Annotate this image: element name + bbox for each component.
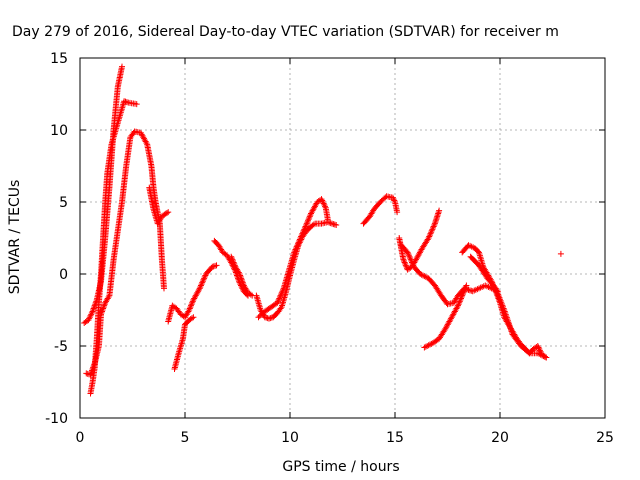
x-tick-label: 15 (386, 430, 404, 446)
x-axis-label: GPS time / hours (282, 459, 399, 475)
y-axis-label: SDTVAR / TECUs (7, 180, 23, 295)
y-tick-label: -10 (45, 411, 68, 427)
y-tick-label: -5 (54, 339, 68, 355)
data-point-trace (398, 242, 501, 308)
data-point-trace (467, 253, 550, 361)
data-point-trace (396, 207, 443, 273)
data-point-trace (228, 253, 256, 299)
grid-lines (80, 58, 605, 418)
y-tick-label: 15 (50, 51, 68, 67)
data-point-trace (360, 193, 401, 227)
x-tick-label: 10 (281, 430, 299, 446)
data-point-trace (421, 282, 470, 351)
data-point-trace (165, 262, 220, 325)
y-tick-label: 5 (59, 195, 68, 211)
x-tick-label: 20 (491, 430, 509, 446)
data-point-trace (146, 184, 172, 227)
y-tick-label: 0 (59, 267, 68, 283)
x-tick-label: 0 (76, 430, 85, 446)
data-point-trace (87, 98, 140, 397)
data-point-trace (83, 128, 167, 378)
data-point-trace (253, 219, 340, 322)
data-point-trace (171, 314, 197, 373)
chart-title: Day 279 of 2016, Sidereal Day-to-day VTE… (12, 24, 559, 40)
x-tick-label: 5 (181, 430, 190, 446)
plot-frame (79, 57, 606, 419)
data-points (81, 63, 564, 397)
data-point-trace (255, 196, 331, 321)
x-tick-label: 25 (596, 430, 614, 446)
data-point-trace (557, 250, 564, 257)
y-tick-label: 10 (50, 123, 68, 139)
axis-ticks: 0 5 10 15 20 25 -10 -5 0 5 10 15 (45, 51, 614, 446)
data-point-trace (81, 63, 125, 326)
